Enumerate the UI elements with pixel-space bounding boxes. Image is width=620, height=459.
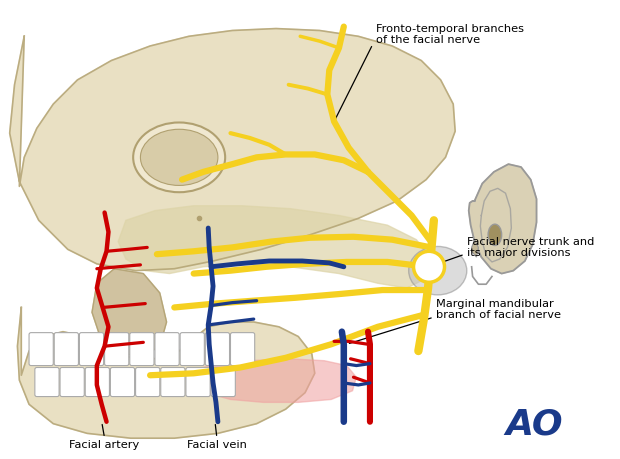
FancyBboxPatch shape [60,368,84,397]
FancyBboxPatch shape [205,333,229,365]
Ellipse shape [133,123,225,192]
FancyBboxPatch shape [155,333,179,365]
FancyBboxPatch shape [130,333,154,365]
FancyBboxPatch shape [29,333,53,365]
FancyBboxPatch shape [231,333,255,365]
FancyBboxPatch shape [35,368,59,397]
FancyBboxPatch shape [136,368,160,397]
Circle shape [414,251,445,282]
Polygon shape [118,206,431,288]
Ellipse shape [409,246,467,295]
Text: Facial artery: Facial artery [69,440,140,450]
Polygon shape [472,240,479,257]
Text: AO: AO [506,408,564,442]
Polygon shape [17,308,315,438]
FancyBboxPatch shape [54,333,79,365]
Text: Facial vein: Facial vein [187,440,247,450]
Polygon shape [469,164,536,274]
FancyBboxPatch shape [211,368,236,397]
Polygon shape [10,28,455,271]
FancyBboxPatch shape [186,368,210,397]
FancyBboxPatch shape [85,368,110,397]
Text: Fronto-temporal branches
of the facial nerve: Fronto-temporal branches of the facial n… [376,23,524,45]
Text: Facial nerve trunk and
its major divisions: Facial nerve trunk and its major divisio… [467,237,594,258]
Polygon shape [187,359,356,403]
FancyBboxPatch shape [180,333,205,365]
FancyBboxPatch shape [105,333,129,365]
FancyBboxPatch shape [79,333,104,365]
Polygon shape [92,269,167,356]
Ellipse shape [140,129,218,185]
FancyBboxPatch shape [161,368,185,397]
FancyBboxPatch shape [110,368,135,397]
Ellipse shape [488,224,502,246]
Text: Marginal mandibular
branch of facial nerve: Marginal mandibular branch of facial ner… [436,299,561,320]
